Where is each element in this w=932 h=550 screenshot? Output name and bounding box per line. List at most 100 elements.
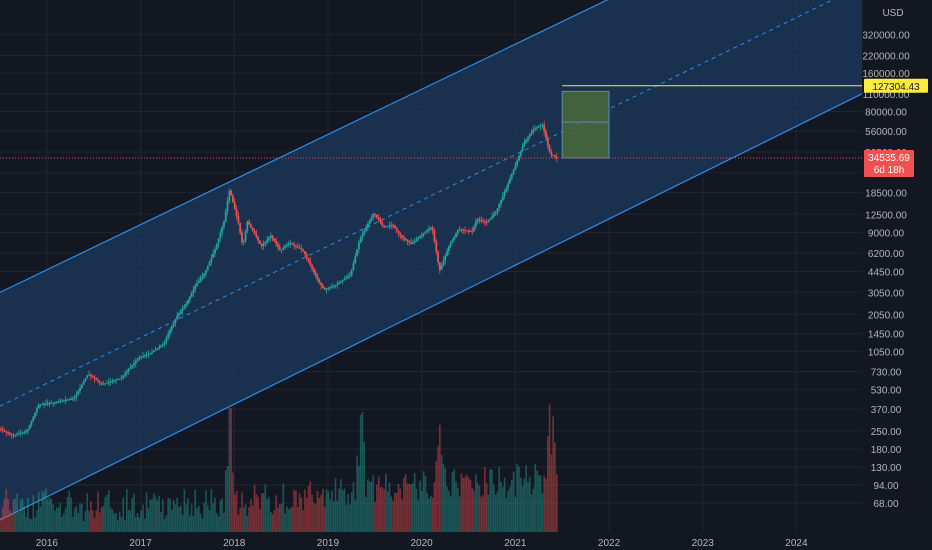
candle-body bbox=[62, 400, 65, 402]
candle-body bbox=[230, 190, 233, 196]
volume-bar bbox=[467, 477, 470, 532]
volume-bar bbox=[282, 483, 285, 532]
volume-bar bbox=[235, 491, 238, 532]
candle-body bbox=[127, 369, 130, 372]
volume-bar bbox=[473, 490, 475, 532]
candle-body bbox=[210, 257, 213, 263]
volume-bar bbox=[385, 473, 387, 532]
candle-body bbox=[464, 230, 466, 232]
candle-body bbox=[35, 408, 38, 413]
volume-bar bbox=[43, 491, 45, 532]
volume-bar bbox=[176, 497, 178, 532]
volume-bar bbox=[156, 500, 159, 532]
candle-body bbox=[66, 399, 69, 401]
volume-bar bbox=[338, 488, 340, 532]
candle-body bbox=[233, 202, 236, 210]
volume-bar bbox=[367, 479, 369, 532]
candle-body bbox=[203, 273, 206, 276]
candle-body bbox=[365, 227, 367, 231]
candle-body bbox=[327, 288, 330, 290]
volume-bar bbox=[10, 513, 13, 532]
volume-bar bbox=[171, 509, 173, 532]
volume-bar bbox=[419, 480, 421, 532]
volume-bar bbox=[307, 485, 310, 532]
volume-bar bbox=[39, 506, 42, 532]
candle-body bbox=[304, 251, 306, 255]
volume-bar bbox=[298, 493, 301, 532]
y-tick-label: 18500.00 bbox=[865, 189, 907, 200]
target-zone[interactable] bbox=[561, 90, 610, 159]
volume-bar bbox=[133, 493, 135, 532]
candle-body bbox=[37, 404, 40, 409]
candle-body bbox=[528, 134, 531, 138]
volume-bar bbox=[286, 506, 288, 532]
y-tick-label: 12500.00 bbox=[865, 210, 907, 221]
volume-bar bbox=[18, 512, 20, 532]
volume-bar bbox=[507, 490, 510, 532]
volume-bar bbox=[302, 510, 304, 532]
candle-body bbox=[260, 243, 263, 247]
candle-body bbox=[88, 374, 90, 376]
candle-body bbox=[476, 219, 479, 222]
volume-bar bbox=[313, 502, 315, 532]
candle-body bbox=[235, 209, 238, 216]
candle-body bbox=[278, 246, 281, 250]
volume-bar bbox=[115, 513, 117, 532]
candle-body bbox=[410, 242, 412, 244]
channel-lower-line[interactable] bbox=[0, 93, 862, 521]
volume-bar bbox=[356, 455, 358, 532]
candle-body bbox=[206, 266, 209, 271]
volume-bar bbox=[449, 495, 452, 532]
candle-body bbox=[152, 350, 155, 352]
volume-bar bbox=[320, 494, 322, 532]
candle-body bbox=[277, 244, 279, 247]
volume-bar bbox=[1, 507, 4, 532]
candle-body bbox=[122, 375, 125, 378]
target-box[interactable] bbox=[561, 90, 610, 159]
volume-bar bbox=[536, 470, 538, 532]
candlestick-series bbox=[0, 120, 558, 439]
volume-bar bbox=[217, 516, 220, 532]
volume-bar bbox=[273, 510, 276, 532]
volume-bar bbox=[7, 498, 9, 532]
volume-bar bbox=[162, 499, 164, 532]
volume-bar bbox=[97, 491, 99, 532]
volume-bar bbox=[223, 512, 225, 532]
candle-body bbox=[332, 285, 335, 287]
candle-body bbox=[386, 225, 389, 227]
candle-body bbox=[23, 431, 26, 433]
time-axis[interactable]: 2016 2017 2018 2019 2020 2021 2022 2023 2024 bbox=[36, 538, 808, 549]
volume-bar bbox=[169, 498, 171, 532]
candle-body bbox=[397, 230, 400, 233]
volume-bar bbox=[509, 486, 511, 532]
y-tick-label: 110000.00 bbox=[863, 90, 910, 101]
candle-body bbox=[469, 230, 472, 232]
volume-bar bbox=[84, 510, 87, 532]
candle-body bbox=[420, 234, 423, 237]
volume-bar bbox=[241, 492, 243, 532]
volume-bar bbox=[199, 513, 202, 532]
candle-body bbox=[393, 225, 396, 229]
volume-bar bbox=[311, 494, 313, 532]
candle-body bbox=[280, 249, 283, 251]
candle-body bbox=[25, 431, 27, 433]
volume-bar bbox=[19, 499, 22, 532]
candle-body bbox=[374, 214, 376, 216]
candle-body bbox=[215, 243, 218, 250]
volume-bar bbox=[381, 487, 384, 532]
channel-upper-line[interactable] bbox=[0, 0, 862, 293]
candle-body bbox=[554, 156, 556, 158]
volume-bar bbox=[471, 487, 474, 532]
volume-bar bbox=[259, 509, 261, 532]
candle-body bbox=[453, 236, 456, 240]
candle-body bbox=[170, 326, 173, 331]
candle-body bbox=[172, 322, 175, 327]
candle-body bbox=[239, 223, 242, 233]
volume-bar bbox=[323, 506, 326, 532]
candle-body bbox=[98, 381, 101, 383]
volume-bar bbox=[109, 507, 112, 532]
candle-body bbox=[530, 131, 533, 135]
volume-bar bbox=[129, 510, 132, 532]
volume-bar bbox=[512, 471, 515, 532]
